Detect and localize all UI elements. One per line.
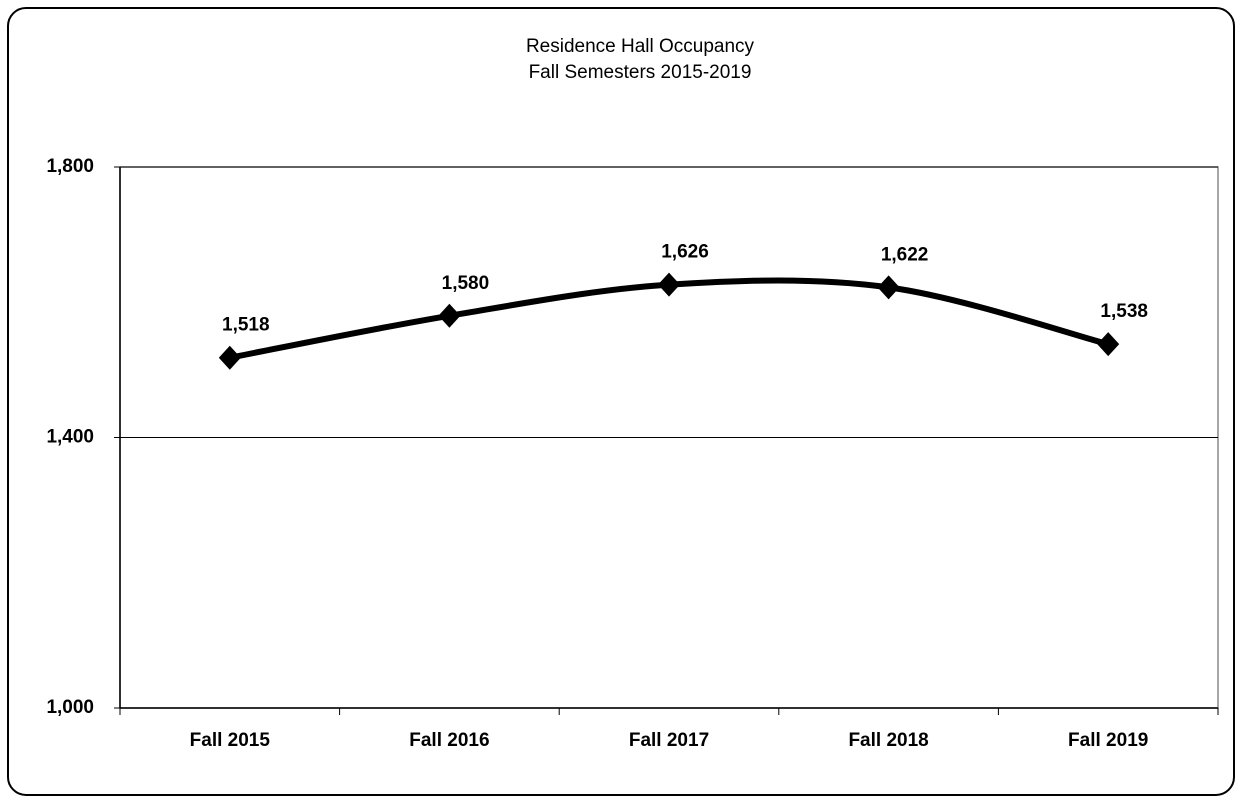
chart-subtitle: Fall Semesters 2015-2019 (529, 62, 752, 83)
x-tick-label: Fall 2015 (190, 730, 271, 751)
marker (1097, 332, 1120, 357)
x-tick-label: Fall 2019 (1068, 730, 1148, 751)
marker (877, 275, 900, 300)
x-tick-label: Fall 2016 (409, 730, 489, 751)
data-label: 1,626 (661, 242, 709, 263)
data-label: 1,580 (442, 273, 490, 294)
y-tick-label: 1,400 (46, 427, 94, 448)
marker (438, 303, 461, 328)
y-tick-label: 1,800 (46, 156, 94, 177)
data-label: 1,538 (1100, 301, 1148, 322)
chart-title: Residence Hall Occupancy (526, 36, 755, 57)
y-tick-label: 1,000 (46, 697, 94, 718)
data-label: 1,622 (881, 244, 929, 265)
marker (658, 272, 680, 297)
x-tick-label: Fall 2017 (629, 730, 709, 751)
marker (218, 345, 241, 370)
data-label: 1,518 (222, 315, 270, 336)
x-tick-label: Fall 2018 (848, 730, 928, 751)
